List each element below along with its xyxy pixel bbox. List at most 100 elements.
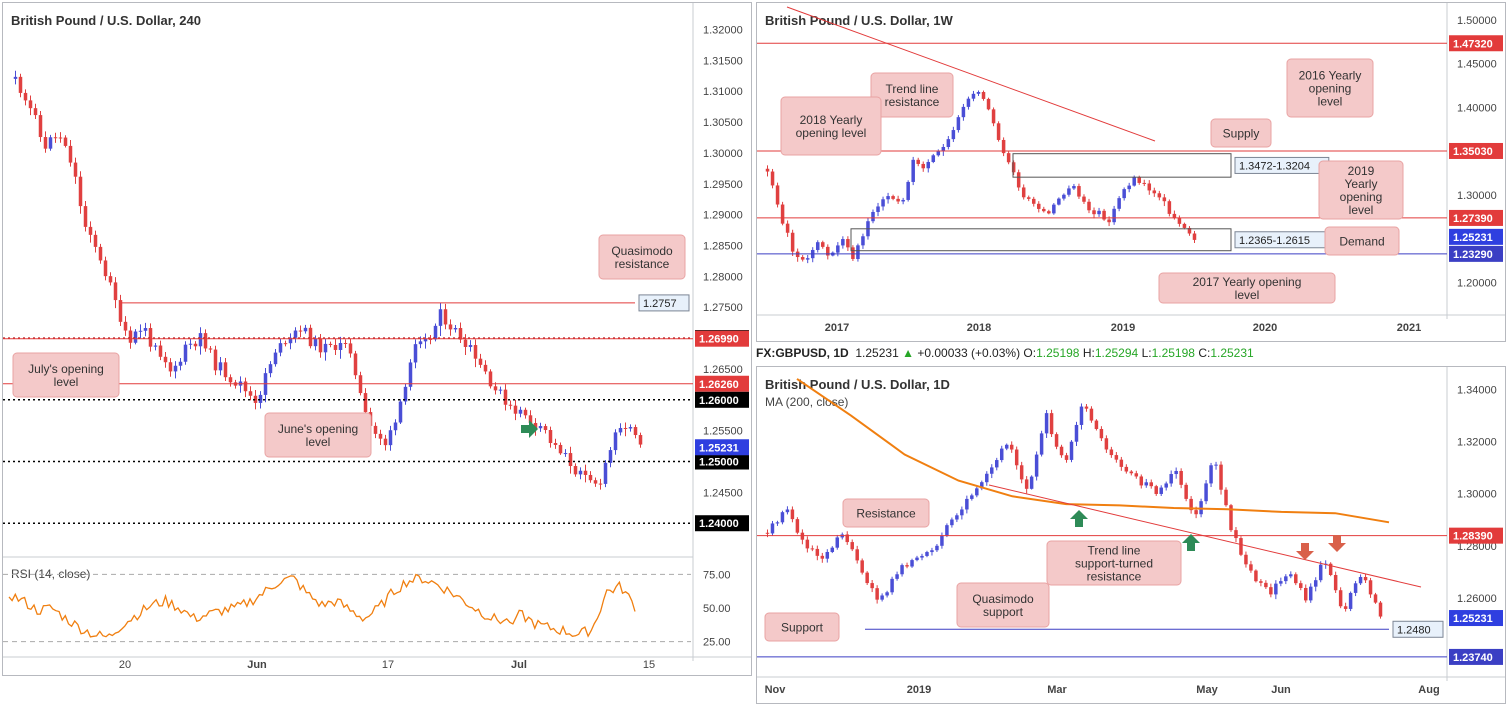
candle-body (841, 239, 845, 246)
candle-body (1224, 489, 1228, 506)
candle-body (860, 560, 864, 573)
candle-body (158, 345, 163, 357)
candle-body (1192, 233, 1197, 240)
candle-body (971, 93, 976, 99)
y-tick-label: 1.29000 (703, 210, 743, 222)
weekly-chart-svg: 1.500001.450001.400001.350001.300001.250… (757, 3, 1505, 334)
candle-body (871, 211, 875, 222)
candle-body (48, 137, 53, 149)
candle-body (785, 509, 790, 513)
candle-body (1006, 153, 1011, 163)
candle-body (976, 92, 981, 94)
daily-chart-panel[interactable]: British Pound / U.S. Dollar, 1D MA (200,… (756, 366, 1506, 704)
candle-body (861, 236, 865, 246)
last-price-tag (695, 439, 749, 456)
candle-body (423, 338, 428, 342)
candle-body (638, 435, 643, 445)
y-tick-label: 1.31500 (703, 55, 743, 67)
level-price-tag-label: 1.25000 (699, 457, 739, 469)
candle-body (553, 443, 558, 445)
level-price-tag (1449, 35, 1503, 52)
candle-body (373, 425, 378, 434)
candle-body (33, 108, 38, 116)
candle-body (428, 338, 433, 340)
candle-body (995, 460, 999, 468)
x-tick-label: 15 (643, 659, 655, 671)
x-tick-label: Aug (1418, 684, 1439, 696)
candle-body (388, 430, 393, 446)
candle-body (318, 338, 323, 353)
candle-body (1333, 575, 1338, 591)
candle-body (1122, 189, 1126, 199)
candle-body (23, 92, 28, 101)
candle-body (1026, 197, 1031, 199)
high-value: 1.25294 (1094, 346, 1139, 360)
up-arrow-icon: ▲ (902, 346, 914, 360)
candle-body (961, 106, 966, 118)
y-tick-label: 1.28000 (703, 271, 743, 283)
level-price-tag-label: 1.47320 (1453, 38, 1493, 50)
y-tick-label: 1.20000 (1457, 278, 1497, 290)
candle-body (1132, 177, 1136, 186)
candle-body (1348, 592, 1353, 609)
candle-body (1114, 455, 1119, 460)
candle-body (931, 155, 936, 162)
y-tick-label: 1.34000 (1457, 384, 1497, 396)
candle-body (1004, 444, 1009, 449)
last-price-tag-label: 1.25231 (1453, 613, 1493, 625)
candle-body (463, 339, 468, 347)
candle-body (248, 391, 253, 396)
candle-body (981, 92, 986, 99)
candle-body (901, 199, 905, 202)
candle-body (1194, 510, 1198, 515)
annotation-box (264, 412, 372, 458)
candle-body (593, 480, 598, 484)
candle-body (881, 199, 885, 207)
candle-body (775, 185, 780, 205)
h4-chart-svg: 1.32000 1.31500 1.31000 1.30500 1.30000 1.295… (3, 3, 751, 671)
candle-body (1034, 454, 1039, 477)
candle-body (1054, 434, 1059, 447)
weekly-chart-panel[interactable]: British Pound / U.S. Dollar, 1W 1.50000 1… (756, 2, 1506, 342)
zone-box (850, 228, 1232, 252)
candle-body (103, 260, 108, 277)
candle-body (18, 76, 23, 93)
annotation-label: July's opening level (28, 362, 104, 389)
candle-body (1358, 576, 1363, 584)
candle-body (73, 162, 78, 177)
candle-body (1062, 194, 1066, 199)
candle-body (945, 525, 949, 536)
candle-body (1102, 210, 1106, 220)
candle-body (433, 325, 438, 340)
candle-body (900, 565, 904, 575)
candle-body (578, 470, 583, 475)
candle-body (836, 245, 840, 253)
candle-body (78, 176, 83, 207)
candle-body (283, 343, 288, 345)
candle-body (1157, 193, 1162, 198)
annotation-label: Resistance (856, 507, 916, 521)
candle-body (348, 343, 353, 354)
rsi-tick-label: 75.00 (703, 569, 731, 581)
candle-body (960, 509, 964, 516)
open-value: 1.25198 (1036, 346, 1080, 360)
candle-body (118, 300, 123, 322)
candle-body (915, 557, 919, 561)
candle-body (628, 427, 633, 429)
candle-body (1044, 413, 1049, 434)
candle-body (108, 276, 113, 283)
symbol-name: FX:GBPUSD, 1D (756, 346, 849, 360)
candle-body (845, 534, 849, 543)
candle-body (820, 555, 825, 559)
rsi-tick-label: 50.00 (703, 603, 731, 615)
candle-body (940, 535, 944, 546)
candle-body (946, 139, 951, 147)
annotation-label: Quasimodo support (972, 592, 1034, 619)
annotation-box (1046, 540, 1182, 586)
candle-body (148, 328, 153, 347)
candle-body (228, 377, 233, 383)
annotation-label: Demand (1339, 235, 1384, 249)
level-price-tag-label: 1.23740 (1453, 652, 1493, 664)
weekly-chart-title: British Pound / U.S. Dollar, 1W (765, 13, 953, 28)
h4-chart-panel[interactable]: British Pound / U.S. Dollar, 240 RSI (14… (2, 2, 752, 676)
